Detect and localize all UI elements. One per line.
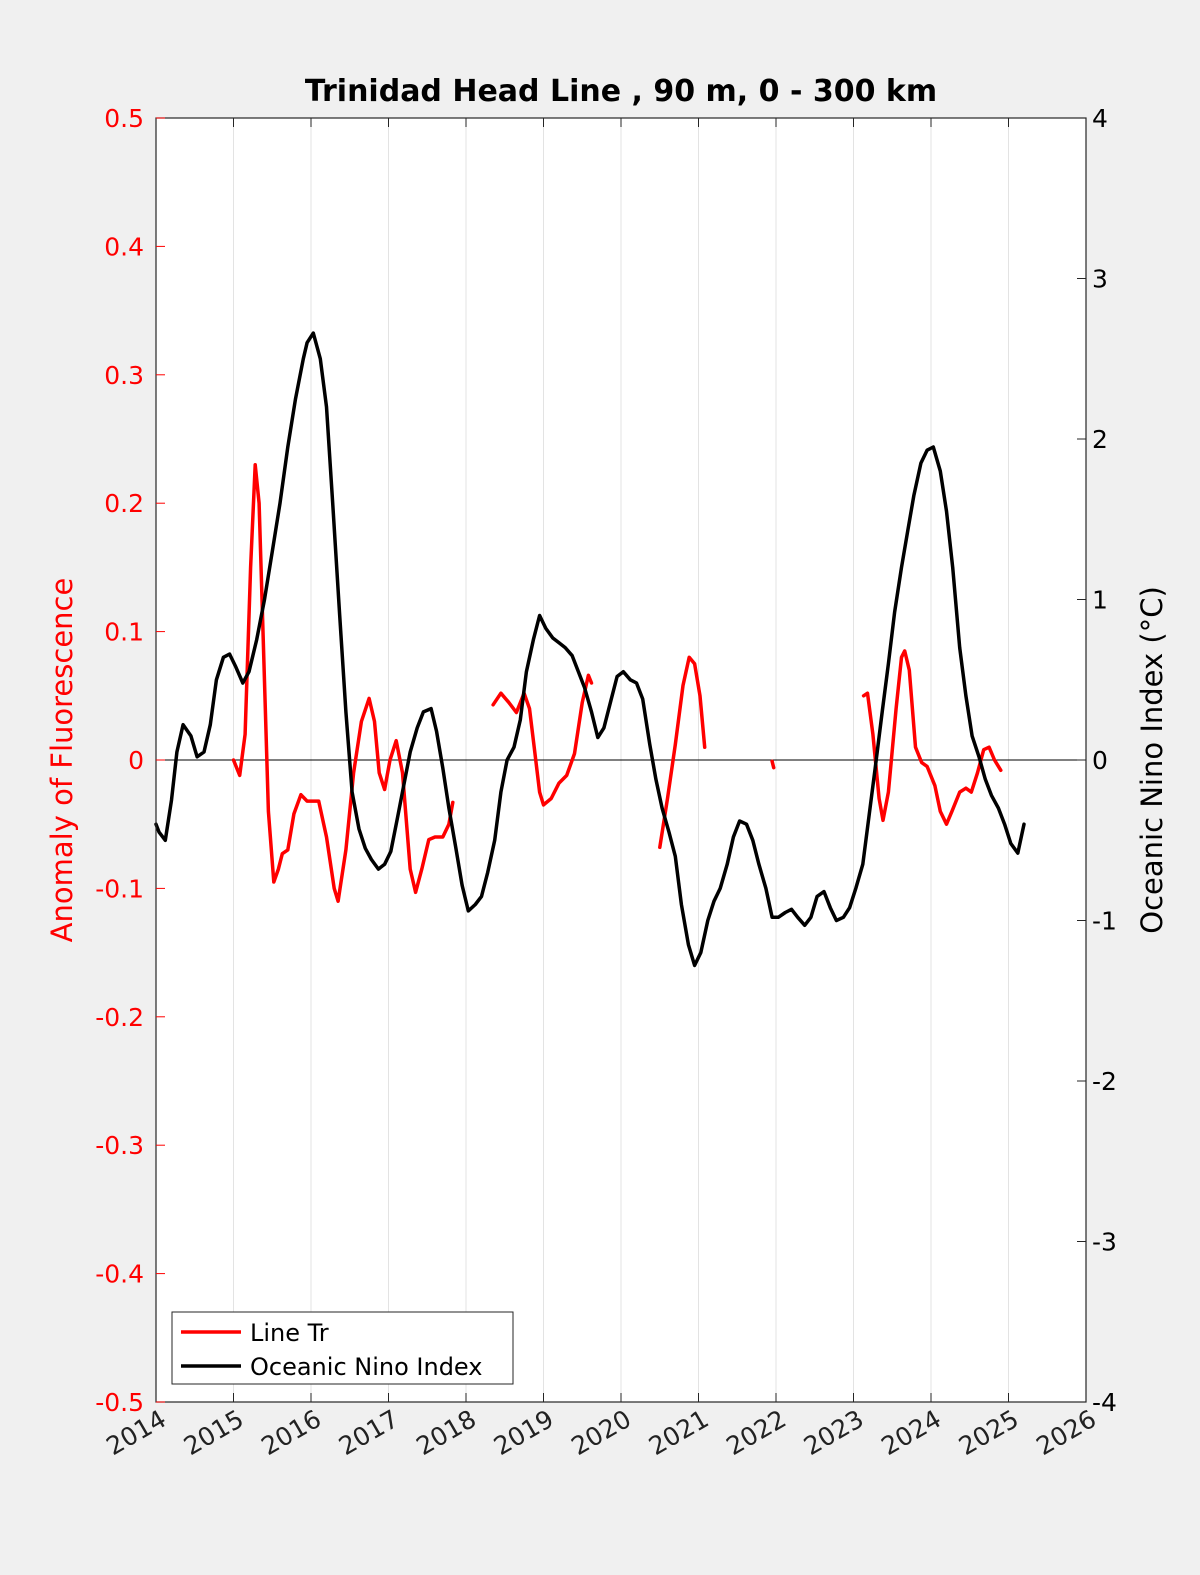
series-layer [154, 331, 1026, 968]
y-tick-label-left: -0.3 [95, 1131, 144, 1160]
y-tick-label-left: -0.4 [95, 1260, 144, 1289]
x-tick-label: 2019 [489, 1404, 559, 1461]
line-tr-series-segment-0 [231, 462, 455, 903]
y-tick-label-right: -1 [1092, 907, 1117, 936]
line-tr-series-segment-4 [861, 649, 1003, 826]
line-tr-series-segment-2 [658, 655, 707, 850]
chart-title: Trinidad Head Line , 90 m, 0 - 300 km [305, 74, 937, 109]
x-tick-label: 2017 [334, 1404, 404, 1461]
y-tick-label-left: 0.4 [104, 232, 144, 261]
x-tick-label: 2015 [179, 1404, 249, 1461]
y-tick-label-left: 0.3 [104, 361, 144, 390]
legend-label-line-tr: Line Tr [250, 1319, 329, 1347]
y-tick-label-left: -0.2 [95, 1003, 144, 1032]
y-tick-label-left: 0.2 [104, 489, 144, 518]
legend: Line Tr Oceanic Nino Index [171, 1311, 514, 1385]
x-tick-label: 2018 [411, 1404, 481, 1461]
line-tr-series-segment-3 [770, 759, 776, 770]
x-tick-label: 2021 [644, 1404, 714, 1461]
line-tr-series-segment-1 [491, 673, 594, 807]
y-tick-label-left: 0.1 [104, 618, 144, 647]
x-tick-label: 2026 [1031, 1404, 1101, 1461]
legend-label-oni: Oceanic Nino Index [250, 1353, 482, 1381]
y-tick-label-left: 0.5 [104, 104, 144, 133]
y-axis-label-right: Oceanic Nino Index (°C) [1135, 586, 1169, 934]
y-tick-label-right: 1 [1092, 586, 1108, 615]
legend-box [171, 1311, 514, 1385]
oni-series-segment-0 [154, 331, 1026, 968]
y-tick-label-left: -0.1 [95, 874, 144, 903]
y-tick-label-right: 0 [1092, 746, 1108, 775]
y-tick-label-right: 2 [1092, 425, 1108, 454]
x-tick-label: 2016 [256, 1404, 326, 1461]
x-tick-label: 2025 [954, 1404, 1024, 1461]
y-tick-label-left: 0 [128, 746, 144, 775]
y-tick-label-right: 4 [1092, 104, 1108, 133]
x-tick-label: 2023 [799, 1404, 869, 1461]
x-tick-label: 2020 [566, 1404, 636, 1461]
y-tick-label-left: -0.5 [95, 1388, 144, 1417]
y-tick-label-right: -4 [1092, 1388, 1117, 1417]
y-tick-label-right: 3 [1092, 265, 1108, 294]
x-tick-label: 2024 [876, 1404, 946, 1461]
y-tick-label-right: -3 [1092, 1228, 1117, 1257]
y-axis-label-left: Anomaly of Fluorescence [45, 578, 79, 943]
y-tick-label-right: -2 [1092, 1067, 1117, 1096]
x-tick-label: 2022 [721, 1404, 791, 1461]
